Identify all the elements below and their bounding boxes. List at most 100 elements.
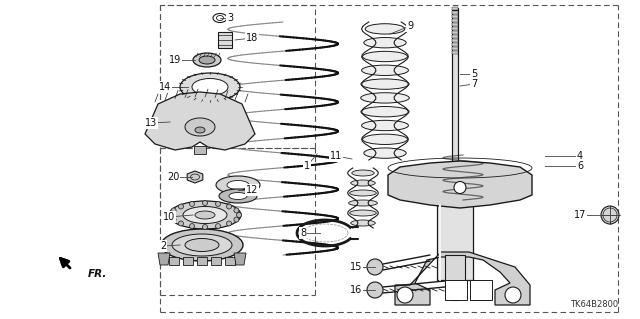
Ellipse shape [193,53,221,67]
Ellipse shape [349,190,376,196]
Circle shape [171,217,176,222]
Text: 9: 9 [407,21,413,31]
Polygon shape [145,92,255,150]
Ellipse shape [349,200,378,206]
Text: 17: 17 [574,210,586,220]
Ellipse shape [361,79,409,89]
Ellipse shape [180,73,240,101]
Bar [183,257,193,265]
Circle shape [234,217,239,222]
Text: 1: 1 [304,161,310,171]
Circle shape [189,201,195,206]
Ellipse shape [185,118,215,136]
Circle shape [397,287,413,303]
Bar [452,43,458,46]
Text: 5: 5 [471,69,477,79]
Circle shape [227,221,232,226]
Ellipse shape [161,229,243,261]
Bar [452,31,458,34]
Ellipse shape [361,107,409,117]
Bar [452,10,458,300]
Text: 2: 2 [160,241,166,251]
Text: TK64B2800: TK64B2800 [570,300,618,309]
Polygon shape [188,171,203,183]
Text: 14: 14 [159,82,171,92]
Polygon shape [158,253,170,265]
Ellipse shape [362,65,408,76]
Ellipse shape [362,51,408,62]
Ellipse shape [351,180,375,186]
Text: 10: 10 [163,212,175,222]
Text: 19: 19 [169,55,181,65]
Ellipse shape [454,182,466,194]
Ellipse shape [227,181,249,189]
Ellipse shape [185,239,219,251]
Bar [437,205,473,280]
Bar [169,257,179,265]
Circle shape [216,201,221,206]
Bar [211,257,221,265]
Bar [197,257,207,265]
Text: 8: 8 [300,228,306,238]
Ellipse shape [216,16,223,20]
Circle shape [237,212,241,218]
Bar [445,280,467,300]
Polygon shape [234,253,246,265]
Ellipse shape [213,13,227,23]
Text: 20: 20 [167,172,179,182]
Text: 3: 3 [227,13,233,23]
Bar [452,23,458,26]
Ellipse shape [229,192,247,199]
Text: 15: 15 [350,262,362,272]
Circle shape [505,287,521,303]
Text: 4: 4 [577,151,583,161]
Circle shape [202,225,207,229]
Ellipse shape [351,220,375,226]
Bar [452,19,458,22]
Ellipse shape [195,127,205,133]
Bar [452,11,458,14]
Text: 11: 11 [330,151,342,161]
Ellipse shape [192,78,228,95]
Ellipse shape [169,201,241,229]
Text: 16: 16 [350,285,362,295]
Ellipse shape [219,189,257,203]
Bar [452,51,458,54]
Circle shape [227,204,232,209]
Polygon shape [395,252,530,305]
Text: 18: 18 [246,33,258,43]
Circle shape [367,282,383,298]
Ellipse shape [172,234,232,256]
Bar [452,47,458,50]
Circle shape [168,212,173,218]
Text: 6: 6 [577,161,583,171]
Circle shape [179,221,184,226]
Bar [218,32,232,48]
Bar [452,7,458,10]
Text: 12: 12 [246,185,258,195]
Ellipse shape [365,24,405,34]
Ellipse shape [352,170,374,176]
Bar [470,280,492,300]
Ellipse shape [183,206,227,224]
Text: 7: 7 [471,79,477,89]
Bar [452,27,458,30]
Ellipse shape [364,38,406,48]
Ellipse shape [362,134,408,145]
Circle shape [367,259,383,275]
Circle shape [216,224,221,229]
Bar [452,35,458,38]
Ellipse shape [349,210,376,216]
Circle shape [171,208,176,213]
Circle shape [202,201,207,205]
Text: 13: 13 [145,118,157,128]
Circle shape [601,206,619,224]
Bar [452,39,458,42]
Circle shape [234,208,239,213]
Polygon shape [388,161,532,208]
Ellipse shape [361,93,410,103]
Ellipse shape [364,148,406,158]
Bar [452,15,458,18]
Ellipse shape [195,211,215,219]
Ellipse shape [199,56,215,64]
